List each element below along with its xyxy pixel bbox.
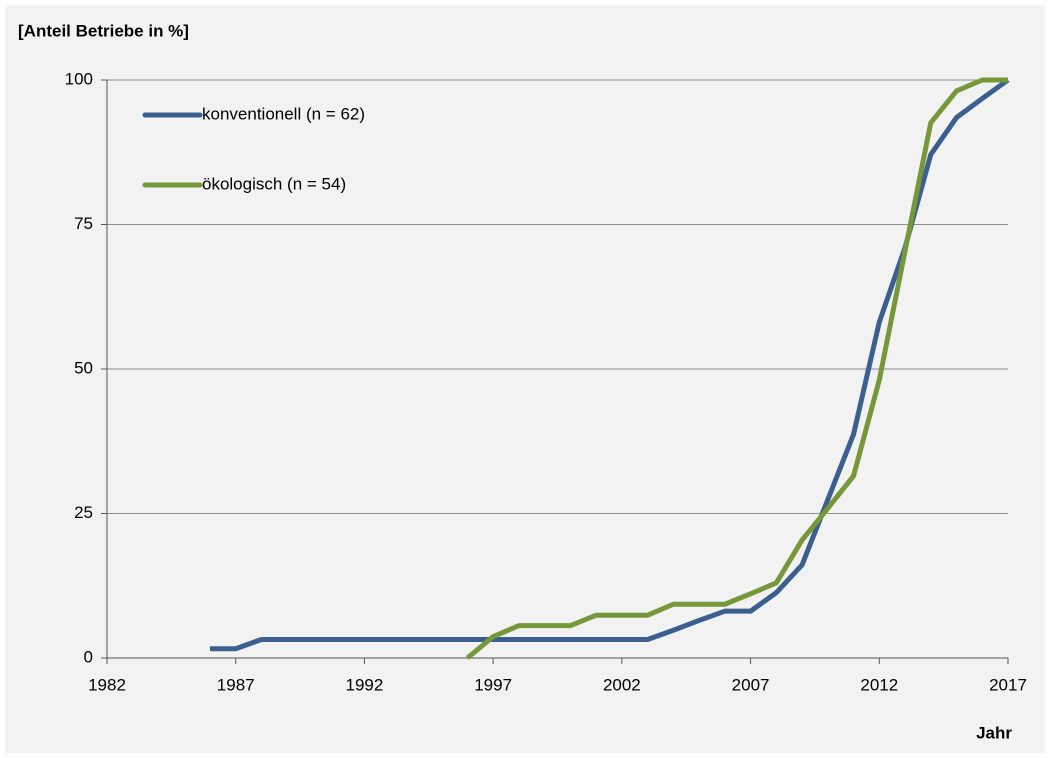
x-tick-label: 2002: [603, 675, 641, 694]
data-line: [209, 77, 1010, 652]
x-tick-label: 1997: [474, 675, 512, 694]
legend-label: ökologisch (n = 54): [202, 174, 346, 193]
data-line: [465, 77, 1008, 660]
y-tick-label: 0: [84, 647, 93, 666]
x-tick-label: 2007: [732, 675, 770, 694]
x-tick-label: 1992: [346, 675, 384, 694]
x-tick-label: 1987: [217, 675, 255, 694]
y-tick-label: 50: [74, 358, 93, 377]
x-tick-label: 1982: [88, 675, 126, 694]
y-tick-label: 75: [74, 214, 93, 233]
legend-label: konventionell (n = 62): [202, 104, 365, 123]
y-axis-label: [Anteil Betriebe in %]: [18, 21, 189, 40]
x-tick-label: 2017: [989, 675, 1027, 694]
x-axis-label: Jahr: [976, 723, 1012, 742]
chart-background: [5, 5, 1045, 753]
x-tick-label: 2012: [860, 675, 898, 694]
y-tick-label: 100: [65, 69, 93, 88]
y-tick-label: 25: [74, 503, 93, 522]
